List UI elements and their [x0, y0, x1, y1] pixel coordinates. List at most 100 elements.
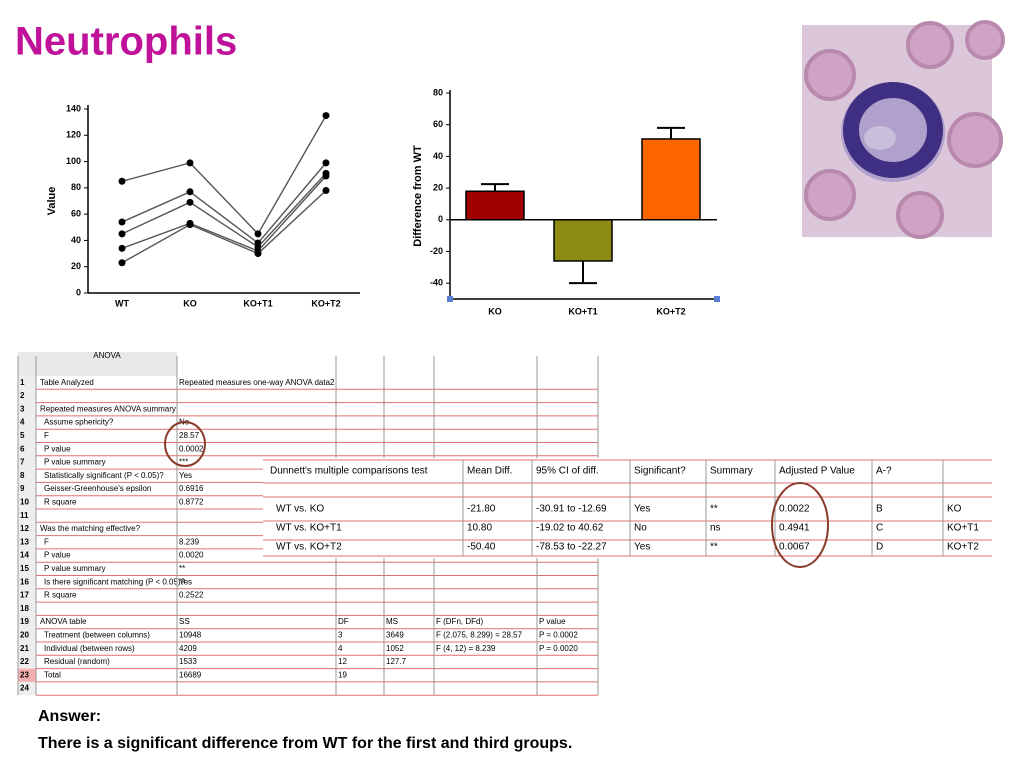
dunnett-table: Dunnett's multiple comparisons test Mean …: [263, 458, 992, 558]
y-tick-label: 0: [438, 214, 443, 224]
header-cell: Adjusted P Value: [779, 466, 855, 477]
table-header: ANOVA: [93, 351, 121, 360]
cell-text: DF: [338, 617, 349, 626]
cell-text: -78.53 to -22.27: [536, 542, 607, 553]
x-tick-label: KO+T2: [311, 298, 340, 308]
row-number: 2: [20, 391, 25, 400]
cell-text: No: [634, 523, 647, 534]
data-point: [118, 259, 126, 267]
data-point: [254, 230, 262, 238]
cell-text: F (DFn, DFd): [436, 617, 483, 626]
cell-text: 10.80: [467, 523, 492, 534]
red-cell: [906, 21, 954, 69]
cell-text: 28.57: [179, 431, 200, 440]
row-number: 15: [20, 564, 29, 573]
y-tick-label: 0: [76, 287, 81, 297]
series-line: [121, 172, 327, 248]
cell-text: F: [44, 537, 49, 546]
cell-text: 127.7: [386, 657, 407, 666]
cell-text: ***: [179, 458, 188, 467]
data-point: [118, 244, 126, 252]
row-number: 4: [20, 418, 25, 427]
row-number: 9: [20, 484, 25, 493]
y-tick-label: 80: [433, 87, 443, 97]
cell-text: Is there significant matching (P < 0.05)…: [44, 577, 186, 586]
data-point: [186, 221, 194, 229]
cell-text: F (2.075, 8.299) = 28.57: [436, 630, 523, 639]
cell-text: P = 0.0020: [539, 644, 578, 653]
x-tick-label: KO: [488, 306, 502, 316]
highlight-circle: [164, 421, 206, 467]
red-cell: [965, 20, 1005, 60]
data-point: [118, 177, 126, 185]
y-tick-label: 20: [71, 261, 81, 271]
selected-row-number: [18, 668, 36, 682]
red-cell: [804, 169, 856, 221]
cell-text: Treatment (between columns): [44, 630, 150, 639]
answer-text: There is a significant difference from W…: [38, 735, 572, 752]
row-number: 18: [20, 604, 29, 613]
handle: [714, 296, 720, 302]
cell-text: Individual (between rows): [44, 644, 135, 653]
cell-text: -19.02 to 40.62: [536, 523, 604, 534]
cell-text: Was the matching effective?: [40, 524, 141, 533]
bar: [641, 138, 701, 221]
cell-text: P value summary: [44, 564, 106, 573]
cell-center: [864, 126, 896, 150]
header-cell: [18, 352, 177, 376]
cell-text: Repeated measures ANOVA summary: [40, 404, 176, 413]
row-number: 12: [20, 524, 29, 533]
series-line: [121, 162, 327, 245]
y-tick-label: 20: [433, 182, 443, 192]
y-tick-label: 60: [433, 119, 443, 129]
red-cell: [947, 112, 1003, 168]
row-number: 3: [20, 404, 25, 413]
cell-text: WT vs. KO: [276, 504, 324, 515]
x-tick-label: KO+T1: [568, 306, 597, 316]
cell-text: 0.0002: [179, 444, 204, 453]
cell-text: 12: [338, 657, 347, 666]
cell-text: 0.0022: [779, 504, 810, 515]
y-tick-label: -40: [430, 278, 443, 288]
red-cell: [896, 191, 944, 239]
cell-text: **: [179, 564, 185, 573]
cell-text: 0.6916: [179, 484, 204, 493]
row-number: 13: [20, 537, 29, 546]
table-bg: [263, 458, 992, 558]
data-point: [322, 172, 330, 180]
y-tick-label: 60: [71, 209, 81, 219]
cell-text: Residual (random): [44, 657, 110, 666]
data-point: [186, 159, 194, 167]
x-tick-label: KO+T1: [243, 298, 272, 308]
cell-text: 19: [338, 670, 347, 679]
row-number: 14: [20, 551, 29, 560]
cell-text: F: [44, 431, 49, 440]
y-axis-label: Value: [46, 187, 58, 216]
cell-text: SS: [179, 617, 190, 626]
cell-text: ns: [710, 523, 721, 534]
row-number: 24: [20, 684, 29, 693]
cell-text: 4: [338, 644, 343, 653]
cell-text: R square: [44, 497, 77, 506]
cell-text: Yes: [179, 577, 192, 586]
data-point: [118, 230, 126, 238]
cell-text: Statistically significant (P < 0.05)?: [44, 471, 164, 480]
row-number: 7: [20, 458, 25, 467]
x-tick-label: KO: [183, 298, 197, 308]
cell-text: Yes: [634, 542, 650, 553]
data-point: [254, 250, 262, 258]
row-number: 11: [20, 511, 29, 520]
row-number: 22: [20, 657, 29, 666]
cell-text: Repeated measures one-way ANOVA data2: [179, 378, 335, 387]
micrograph: [802, 20, 1005, 239]
row-number: 17: [20, 591, 29, 600]
cell-text: P value summary: [44, 458, 106, 467]
cell-text: Total: [44, 670, 61, 679]
cell-text: 1052: [386, 644, 404, 653]
cell-text: F (4, 12) = 8.239: [436, 644, 496, 653]
row-number: 8: [20, 471, 25, 480]
cell-text: P value: [539, 617, 566, 626]
cell-text: Geisser-Greenhouse's epsilon: [44, 484, 151, 493]
cell-text: WT vs. KO+T2: [276, 542, 342, 553]
row-number: 23: [20, 670, 29, 679]
